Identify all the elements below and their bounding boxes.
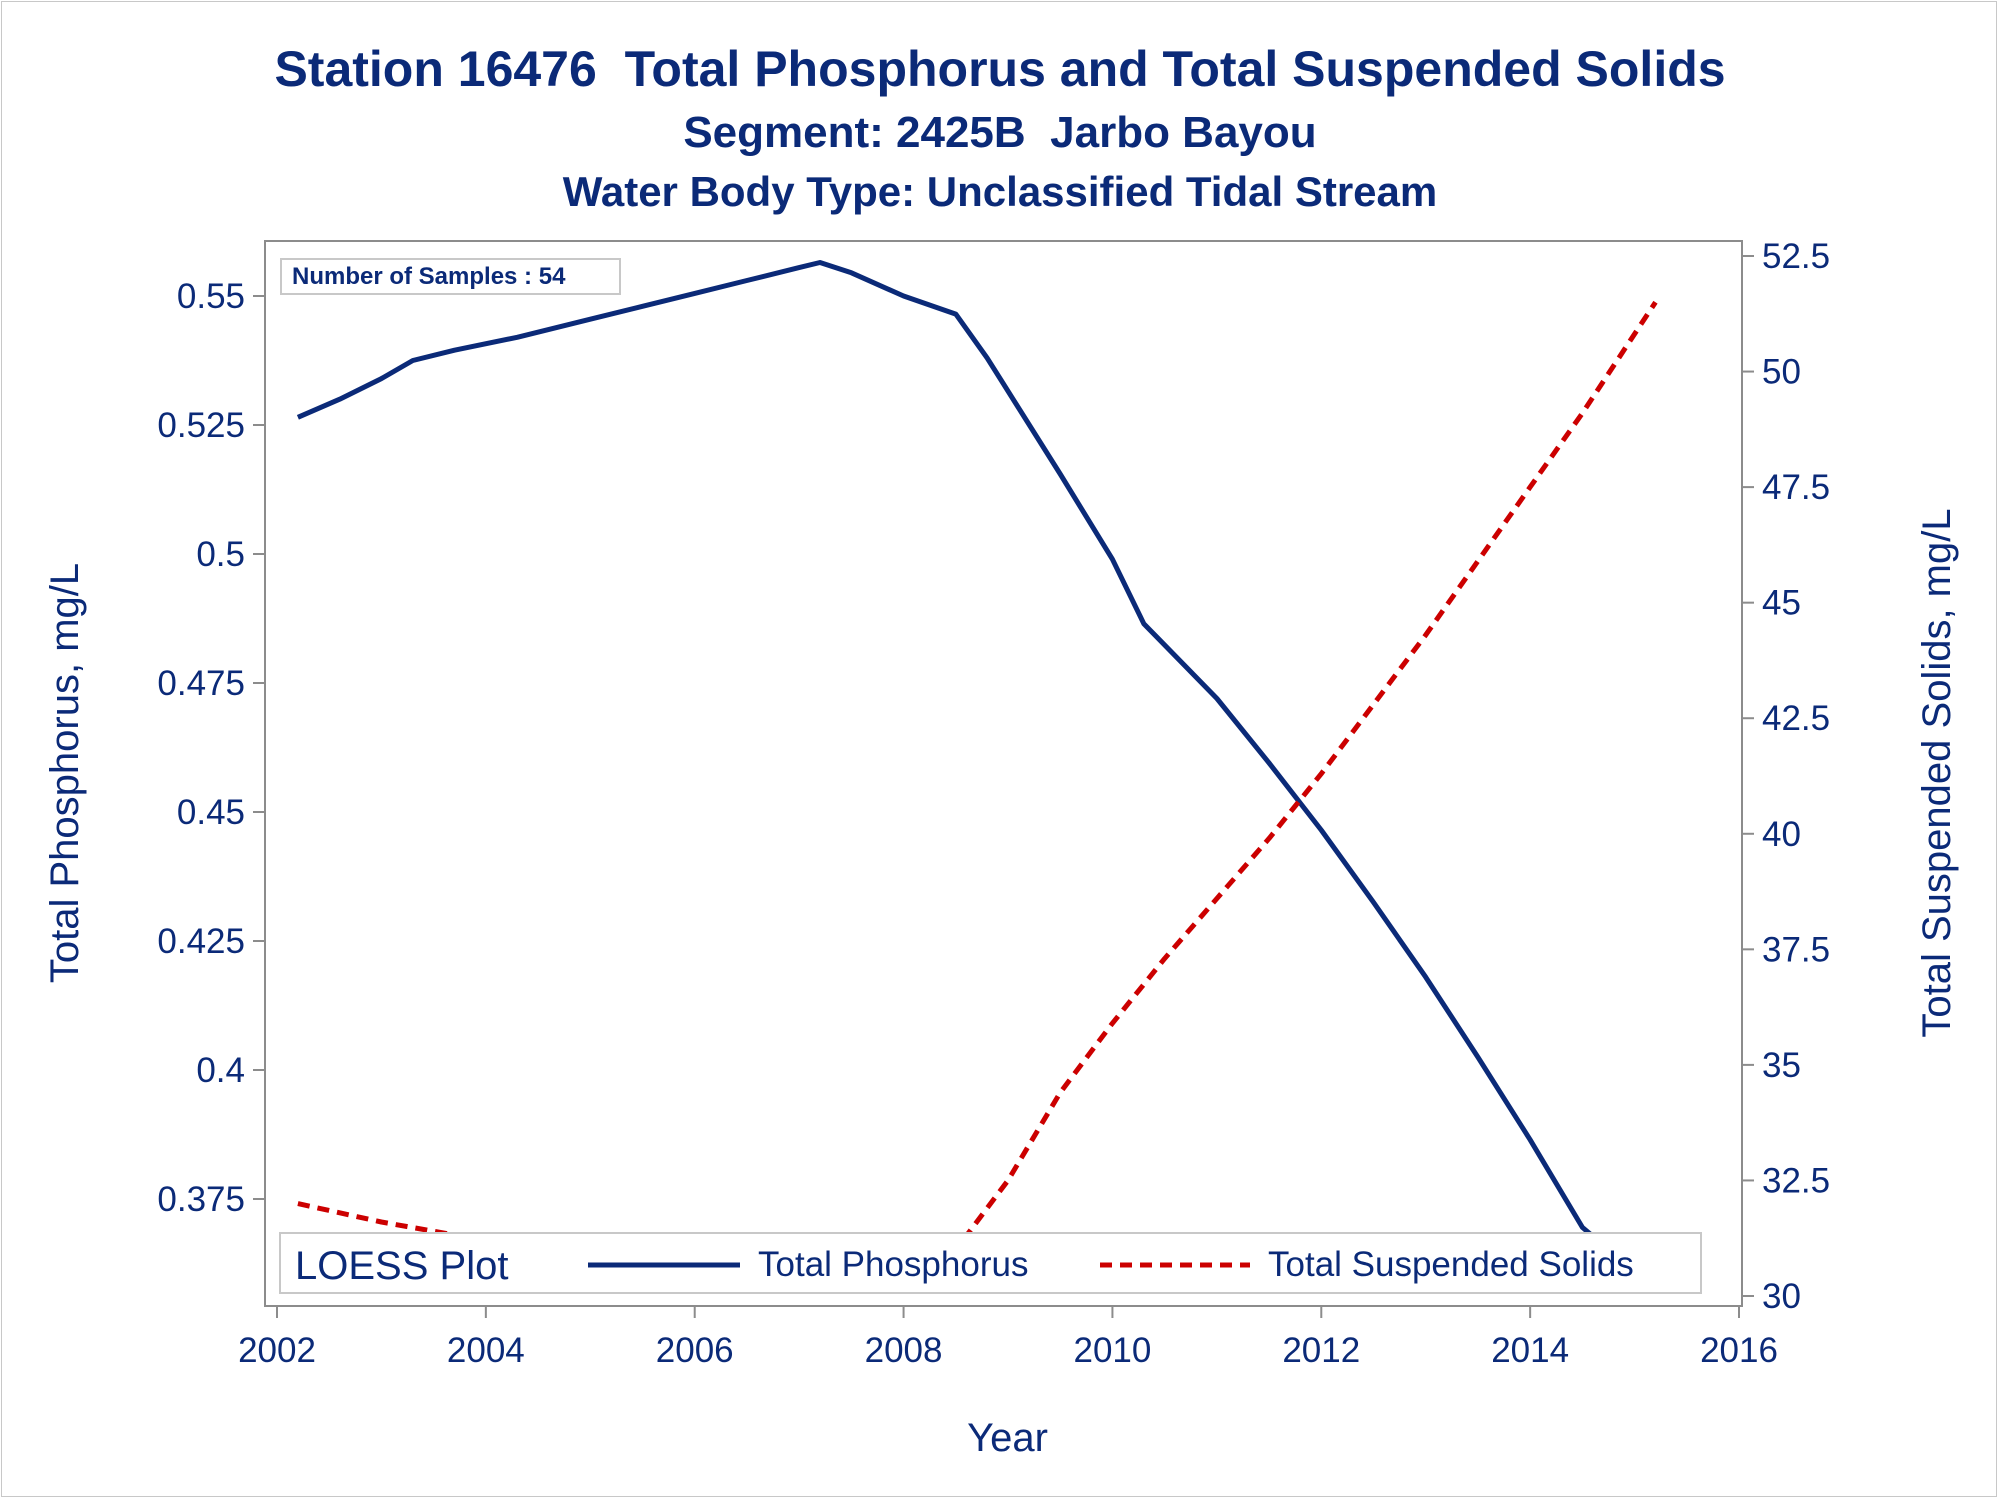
y-right-tick-label: 50	[1762, 353, 1801, 392]
y-right-tick-label: 42.5	[1762, 699, 1830, 738]
x-tick-label: 2016	[1700, 1331, 1778, 1370]
y-right-tick-label: 40	[1762, 815, 1801, 854]
y-right-tick-label: 45	[1762, 584, 1801, 623]
y-left-tick-label: 0.5	[196, 535, 245, 574]
y-right-tick-label: 37.5	[1762, 930, 1830, 969]
legend-label-total-phosphorus: Total Phosphorus	[758, 1245, 1028, 1284]
y-left-tick-label: 0.55	[177, 277, 245, 316]
series-layer	[296, 260, 1658, 1292]
y-left-tick-label: 0.475	[157, 664, 245, 703]
y-right-tick-label: 32.5	[1762, 1161, 1830, 1200]
y-right-tick-label: 30	[1762, 1277, 1801, 1316]
x-axis-title: Year	[967, 1416, 1048, 1460]
chart-subtitle-2: Water Body Type: Unclassified Tidal Stre…	[562, 168, 1438, 215]
y-left-tick-label: 0.45	[177, 793, 245, 832]
legend-label-total-suspended-solids: Total Suspended Solids	[1268, 1245, 1634, 1284]
x-tick-label: 2010	[1073, 1331, 1151, 1370]
x-tick-label: 2006	[656, 1331, 734, 1370]
x-tick-label: 2004	[447, 1331, 525, 1370]
y-left-tick-label: 0.4	[196, 1051, 245, 1090]
y-right-tick-label: 35	[1762, 1046, 1801, 1085]
x-tick-label: 2008	[865, 1331, 943, 1370]
annotation-text: Number of Samples : 54	[292, 263, 566, 290]
y-left-tick-label: 0.425	[157, 922, 245, 961]
legend: LOESS Plot Total Phosphorus Total Suspen…	[279, 1232, 1702, 1294]
y-left-axis-title: Total Phosphorus, mg/L	[43, 563, 87, 983]
plot-area	[264, 240, 1743, 1307]
axes-layer: 2002 2004 2006 2008 2010 2012 2014 2016 0.375 0.4…	[43, 237, 1959, 1460]
series-line-total-suspended-solids	[297, 300, 1658, 1280]
y-right-tick-label: 52.5	[1762, 237, 1830, 276]
x-tick-label: 2002	[238, 1331, 316, 1370]
x-tick-label: 2012	[1282, 1331, 1360, 1370]
x-tick-label: 2014	[1491, 1331, 1569, 1370]
y-left-tick-label: 0.375	[157, 1180, 245, 1219]
y-left-tick-label: 0.525	[157, 406, 245, 445]
legend-title: LOESS Plot	[295, 1244, 508, 1288]
chart-subtitle: Segment: 2425B Jarbo Bayou	[683, 108, 1317, 157]
legend-box	[279, 1232, 1702, 1294]
sample-count-annotation: Number of Samples : 54	[280, 258, 621, 295]
annotation-box	[280, 258, 621, 295]
y-right-tick-label: 47.5	[1762, 468, 1830, 507]
chart-title: Station 16476 Total Phosphorus and Total…	[274, 41, 1726, 97]
y-right-axis-title: Total Suspended Solids, mg/L	[1915, 508, 1959, 1037]
series-line-total-phosphorus	[296, 260, 1658, 1292]
